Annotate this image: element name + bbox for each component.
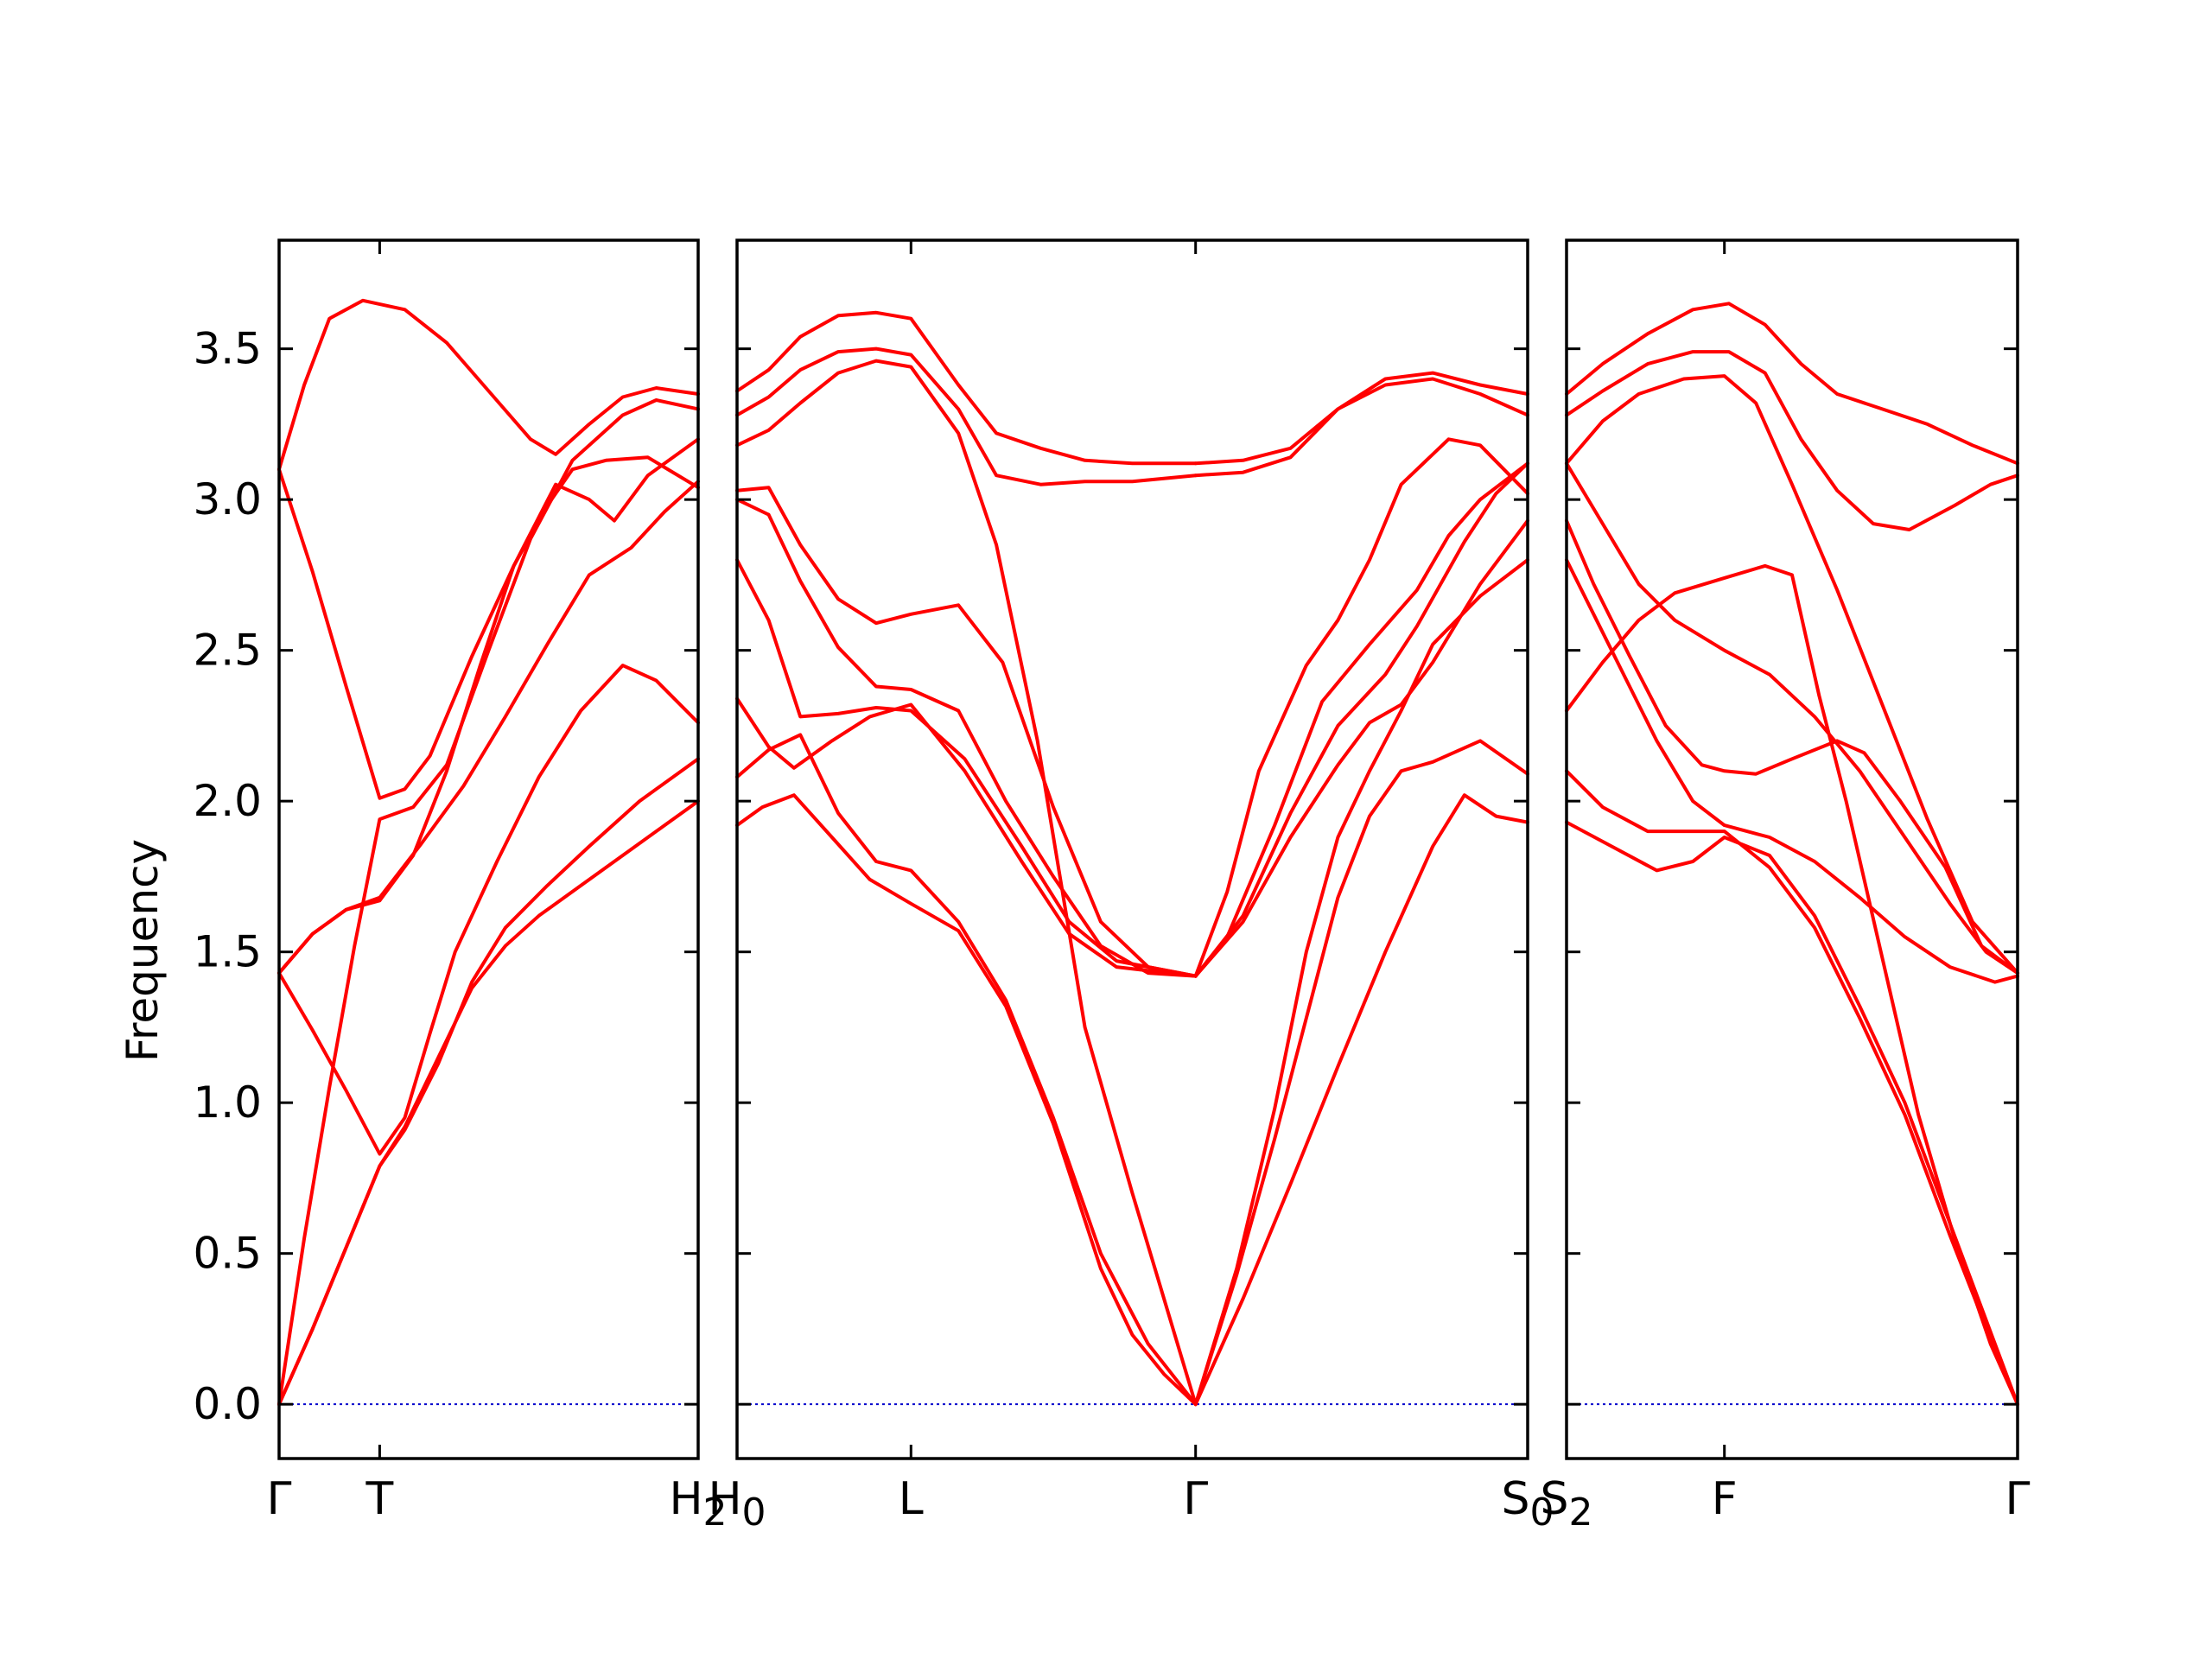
band-2-7: [735, 359, 1198, 1407]
band-2-17: [1193, 371, 1529, 478]
x-tick-label: S2: [1540, 1473, 1592, 1535]
y-tick-label: 2.0: [193, 776, 262, 826]
panel-3: [1565, 238, 2019, 1460]
x-tick-label: F: [1712, 1473, 1738, 1525]
band-2-3: [735, 696, 1198, 978]
band-2-4: [735, 558, 1198, 978]
y-tick-label: 3.5: [193, 324, 262, 374]
band-1-7: [277, 437, 700, 800]
band-1-8: [277, 298, 700, 472]
band-2-6: [735, 486, 1198, 978]
y-tick-label: 2.5: [193, 626, 262, 676]
panel-1: [277, 238, 700, 1460]
band-3-1: [1565, 820, 2019, 1407]
band-1-4: [277, 398, 700, 1407]
x-tick-label: H2: [669, 1473, 727, 1535]
band-2-1: [735, 793, 1198, 1407]
y-tick-label: 0.0: [193, 1379, 262, 1429]
panels-layer: [277, 238, 2019, 1460]
x-tick-label: S0: [1501, 1473, 1554, 1535]
band-3-5: [1565, 518, 2019, 976]
y-tick-label: 1.0: [193, 1077, 262, 1128]
y-tick-label: 3.0: [193, 474, 262, 524]
x-tick-label: H0: [708, 1473, 766, 1535]
x-tick-label: T: [365, 1473, 394, 1525]
band-3-4: [1565, 558, 2019, 984]
band-3-8: [1565, 350, 2019, 531]
band-1-3: [277, 664, 700, 1156]
band-3-9: [1565, 302, 2019, 466]
band-2-16: [1193, 437, 1529, 978]
band-1-2: [277, 757, 700, 1407]
y-axis: 0.0 0.5 1.0 1.5 2.0 2.5 3.0 3.5: [193, 324, 262, 1430]
panel-frame: [735, 238, 1529, 1460]
y-axis-label: Frequency: [118, 839, 168, 1062]
band-3-7: [1565, 374, 2019, 976]
panel-frame: [277, 238, 700, 1460]
band-3-3: [1565, 563, 2019, 1407]
y-tick-label: 1.5: [193, 927, 262, 977]
band-2-9: [735, 310, 1198, 466]
band-1-5: [277, 480, 700, 976]
y-tick-label: 0.5: [193, 1229, 262, 1279]
band-1-1: [277, 799, 700, 1407]
band-3-6: [1565, 461, 2019, 976]
band-2-8: [735, 346, 1198, 486]
x-tick-label: Γ: [2005, 1473, 2031, 1525]
band-3-2: [1565, 769, 2019, 1407]
band-2-15: [1193, 461, 1529, 978]
panel-frame: [1565, 238, 2019, 1460]
band-2-5: [735, 498, 1198, 978]
band-2-2: [735, 733, 1198, 1407]
band-2-14: [1193, 558, 1529, 1407]
band-2-18: [1193, 377, 1529, 466]
x-tick-label: Γ: [267, 1473, 292, 1525]
band-2-11: [1193, 739, 1529, 1407]
x-tick-label: L: [899, 1473, 924, 1525]
x-tick-label: Γ: [1183, 1473, 1208, 1525]
band-2-10: [1193, 793, 1529, 1407]
panel-2: [735, 238, 1529, 1460]
band-2-13: [1193, 461, 1529, 978]
band-1-6: [277, 455, 700, 976]
